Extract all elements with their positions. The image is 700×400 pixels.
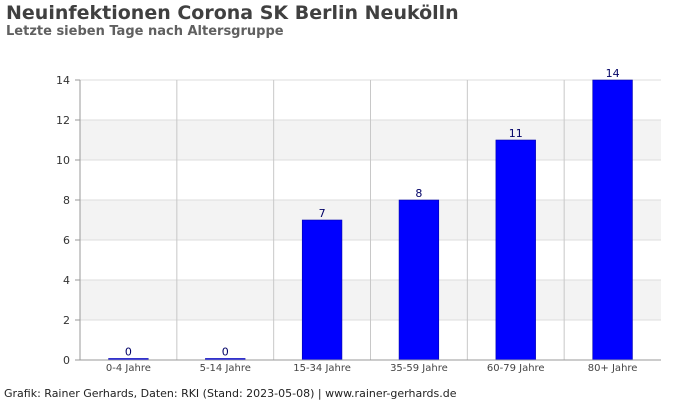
data-label: 11	[509, 127, 523, 140]
x-tick-label: 60-79 Jahre	[487, 363, 545, 374]
bars	[108, 79, 633, 361]
y-tick-label: 14	[56, 74, 70, 87]
bar	[495, 139, 536, 361]
chart-title: Neuinfektionen Corona SK Berlin Neukölln	[6, 2, 459, 24]
x-tick-label: 80+ Jahre	[588, 363, 638, 374]
source-credit: Grafik: Rainer Gerhards, Daten: RKI (Sta…	[4, 387, 457, 400]
y-tick-label: 12	[56, 114, 70, 127]
data-label: 14	[606, 67, 620, 80]
x-tick-label: 35-59 Jahre	[390, 363, 448, 374]
x-tick-label: 0-4 Jahre	[106, 363, 151, 374]
y-tick-label: 8	[63, 194, 70, 207]
labels: 0 2 4 6 8 10 12 14 0 0-4 Jahre 0 5-14 Jahre 7 15-34 J…	[56, 67, 637, 374]
axes	[75, 79, 661, 361]
bar	[592, 79, 633, 361]
y-tick-label: 10	[56, 154, 70, 167]
bar	[301, 219, 343, 361]
bar	[398, 199, 440, 361]
data-label: 0	[222, 346, 229, 359]
x-tick-label: 15-34 Jahre	[293, 363, 351, 374]
y-tick-label: 2	[63, 314, 70, 327]
y-tick-label: 6	[63, 234, 70, 247]
data-label: 8	[415, 187, 422, 200]
x-tick-label: 5-14 Jahre	[200, 363, 251, 374]
y-tick-label: 4	[63, 274, 70, 287]
chart-subtitle: Letzte sieben Tage nach Altersgruppe	[6, 24, 284, 39]
data-label: 7	[319, 207, 326, 220]
y-tick-label: 0	[63, 354, 70, 367]
data-label: 0	[125, 346, 132, 359]
